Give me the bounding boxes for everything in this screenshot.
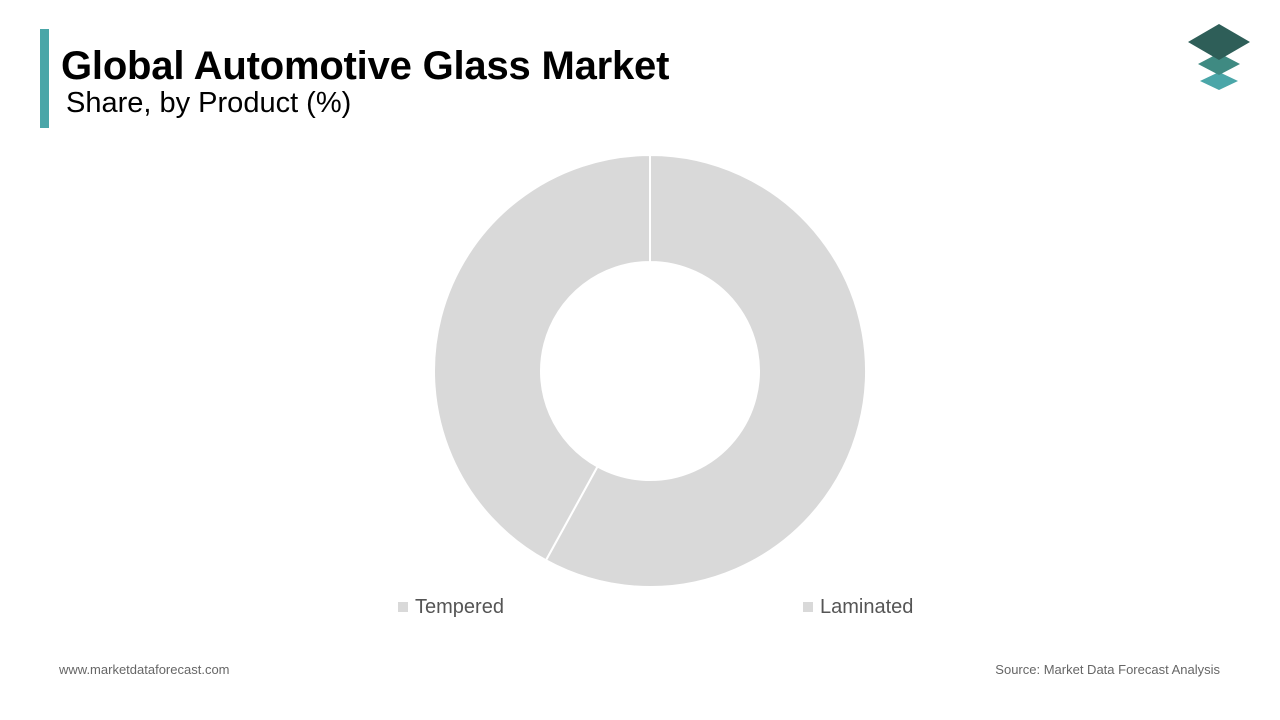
chart-subtitle: Share, by Product (%) xyxy=(66,87,352,119)
legend-swatch-tempered xyxy=(398,602,408,612)
footer-website-link[interactable]: www.marketdataforecast.com xyxy=(59,662,230,677)
donut-slice-laminated xyxy=(544,153,867,588)
legend-item-laminated: Laminated xyxy=(803,594,913,620)
footer-source: Source: Market Data Forecast Analysis xyxy=(995,662,1220,677)
chart-title: Global Automotive Glass Market xyxy=(61,44,670,88)
donut-slice-tempered xyxy=(433,153,651,562)
stacked-layers-icon xyxy=(1188,24,1250,90)
legend-item-tempered: Tempered xyxy=(398,594,504,620)
legend-label-tempered: Tempered xyxy=(415,595,504,618)
legend-swatch-laminated xyxy=(803,602,813,612)
legend-label-laminated: Laminated xyxy=(820,595,914,618)
title-accent-bar xyxy=(40,29,49,128)
